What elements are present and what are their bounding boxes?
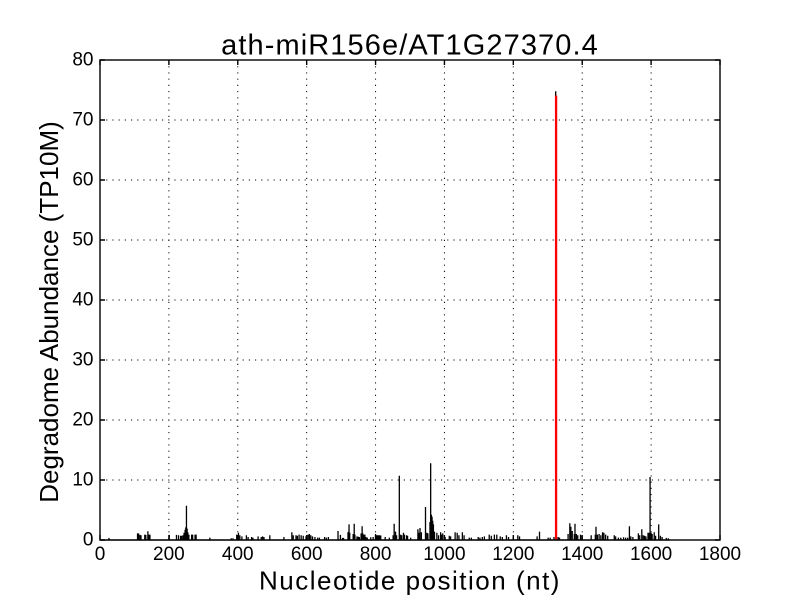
svg-text:Nucleotide position (nt): Nucleotide position (nt) [259, 566, 561, 596]
svg-text:50: 50 [72, 229, 93, 250]
svg-text:1600: 1600 [630, 544, 672, 565]
svg-text:20: 20 [72, 409, 93, 430]
svg-text:0: 0 [83, 529, 94, 550]
svg-text:70: 70 [72, 109, 93, 130]
svg-text:1400: 1400 [561, 544, 603, 565]
svg-text:1800: 1800 [699, 544, 741, 565]
svg-text:0: 0 [95, 544, 106, 565]
svg-text:400: 400 [222, 544, 254, 565]
svg-text:600: 600 [291, 544, 323, 565]
svg-text:800: 800 [360, 544, 392, 565]
svg-text:60: 60 [72, 169, 93, 190]
svg-text:10: 10 [72, 469, 93, 490]
svg-text:30: 30 [72, 349, 93, 370]
svg-text:80: 80 [72, 49, 93, 70]
svg-text:1000: 1000 [423, 544, 465, 565]
svg-text:200: 200 [153, 544, 185, 565]
svg-text:ath-miR156e/AT1G27370.4: ath-miR156e/AT1G27370.4 [221, 30, 599, 62]
svg-text:Degradome Abundance (TP10M): Degradome Abundance (TP10M) [34, 121, 64, 503]
svg-text:40: 40 [72, 289, 93, 310]
svg-text:1200: 1200 [492, 544, 534, 565]
